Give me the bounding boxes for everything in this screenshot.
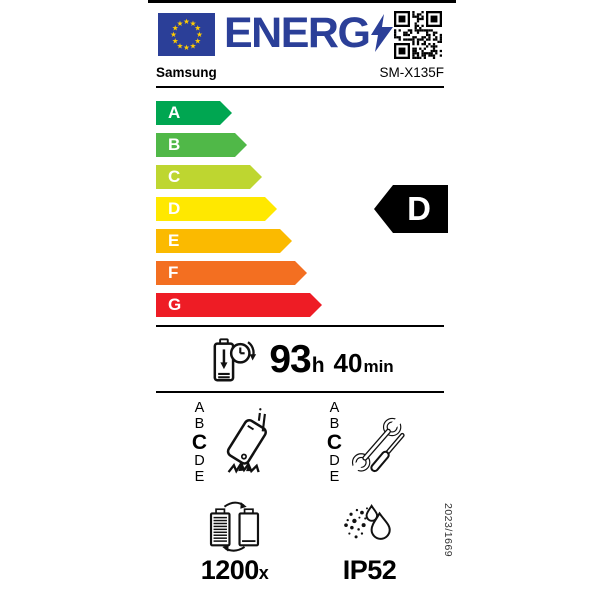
class-letter-d: D [329, 453, 340, 469]
battery-life-minutes: 40 [333, 348, 363, 378]
svg-text:★: ★ [196, 30, 203, 39]
battery-cycles-count: 1200 [200, 555, 260, 585]
scale-grade-label: B [168, 135, 181, 154]
divider [156, 325, 444, 327]
svg-text:★: ★ [170, 30, 177, 39]
scale-grade-label: F [168, 263, 179, 282]
battery-life-row: 93 h 40 min [148, 333, 456, 387]
brand-row: Samsung SM-X135F [156, 65, 444, 80]
svg-text:★: ★ [190, 19, 197, 28]
scale-arrow-a: A [156, 101, 232, 125]
scale-grade-label: A [168, 103, 181, 122]
energ-logo-text: ENERG [224, 8, 371, 57]
battery-life-value: 93 h 40 min [269, 338, 393, 382]
energ-logo: ENERG [224, 8, 394, 57]
battery-cycle-icon [209, 501, 260, 552]
scale-arrow-e: E [156, 229, 292, 253]
svg-text:★: ★ [183, 17, 190, 26]
svg-text:★: ★ [177, 41, 184, 50]
class-letter-e: E [194, 468, 205, 485]
class-letter-e: E [329, 468, 340, 485]
scale-grade-label: G [168, 295, 182, 314]
battery-life-hours-unit: h [311, 354, 325, 377]
divider [156, 391, 444, 393]
class-letter-b: B [329, 415, 340, 432]
lightning-bolt-icon [371, 14, 394, 52]
class-letter-a: A [194, 400, 205, 416]
svg-text:★: ★ [172, 24, 179, 33]
svg-text:★: ★ [190, 41, 197, 50]
scale-arrow-f: F [156, 261, 307, 285]
dust-water-icon [344, 503, 391, 540]
svg-text:★: ★ [177, 19, 184, 28]
regulation-number: 2023/1669 [442, 503, 454, 558]
model-number: SM-X135F [379, 65, 444, 80]
battery-life-minutes-unit: min [363, 357, 394, 376]
scale-arrow-b: B [156, 133, 247, 157]
class-letter-a: A [329, 400, 340, 416]
battery-cycles-unit: x [258, 563, 269, 583]
battery-cycles-value: 1200 x [201, 555, 269, 586]
scale-arrow-c: C [156, 165, 262, 189]
rating-indicator: D [374, 185, 448, 233]
repair-tools-icon [350, 415, 405, 474]
class-letter-c: C [326, 431, 343, 454]
battery-life-hours: 93 [269, 338, 311, 381]
durability-row: 1200 x IP52 [148, 500, 456, 586]
qr-code-icon [394, 11, 442, 59]
rating-grade: D [407, 190, 431, 227]
scale-grade-label: D [168, 199, 181, 218]
ip-rating: IP52 [342, 555, 397, 585]
scale-arrow-g: G [156, 293, 322, 317]
scale-grade-label: C [168, 167, 181, 186]
eu-flag-stars: ★ ★★★★★★★★★★★ [170, 17, 203, 52]
phone-drop-icon [226, 408, 268, 474]
svg-text:★: ★ [183, 43, 190, 52]
eu-flag-icon: ★ ★★★★★★★★★★★ [158, 13, 215, 56]
class-letter-c: C [191, 431, 208, 454]
class-letter-d: D [194, 453, 205, 469]
divider [156, 86, 444, 88]
svg-text:★: ★ [172, 37, 179, 46]
scale-arrow-d: D [156, 197, 277, 221]
ingress-protection-group: IP52 [302, 500, 437, 586]
manufacturer-name: Samsung [156, 65, 217, 80]
battery-cycles-group: 1200 x [167, 500, 302, 586]
svg-text:★: ★ [194, 37, 201, 46]
battery-endurance-clock-icon [213, 338, 257, 382]
ingress-protection-value: IP52 [343, 555, 397, 586]
scale-grade-label: E [168, 231, 180, 250]
class-letter-b: B [194, 415, 205, 432]
svg-text:★: ★ [194, 24, 201, 33]
